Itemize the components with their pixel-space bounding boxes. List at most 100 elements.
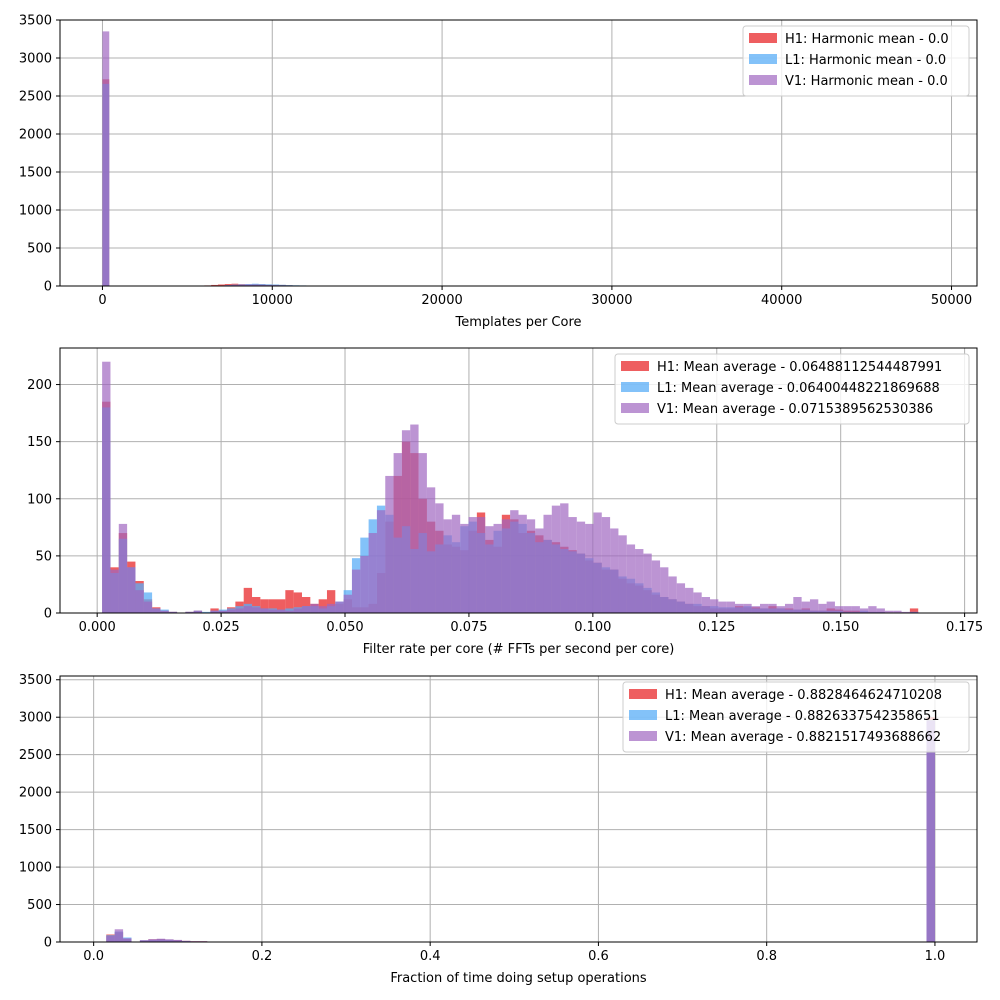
histogram-bar <box>410 424 419 613</box>
histogram-bar <box>643 553 652 613</box>
x-tick-label: 50000 <box>931 293 972 308</box>
legend: H1: Mean average - 0.8828464624710208 L1:… <box>622 681 970 753</box>
histogram-bar <box>135 590 144 613</box>
histogram-bar <box>252 597 261 613</box>
histogram-bar <box>776 606 785 613</box>
legend-box <box>742 25 970 97</box>
legend-swatch <box>621 382 649 392</box>
plot-frame <box>59 347 978 614</box>
series-2 <box>102 83 334 286</box>
histogram-bar <box>217 284 225 286</box>
histogram-bar <box>376 510 386 613</box>
histogram-bar <box>726 601 736 613</box>
histogram-bar <box>277 609 286 613</box>
y-tick-label: 3500 <box>19 14 52 29</box>
histogram-bar <box>476 517 486 613</box>
histogram-bar <box>868 606 877 613</box>
histogram-bar <box>301 597 311 613</box>
y-tick-label: 0 <box>44 936 52 951</box>
histogram-bar <box>293 592 302 613</box>
series-1 <box>102 79 300 286</box>
x-tick-label: 1.0 <box>925 949 946 964</box>
x-tick-label: 0.075 <box>450 620 487 635</box>
histogram-bar <box>526 519 536 613</box>
x-tick-label: 0.6 <box>588 949 609 964</box>
y-tick-label: 1500 <box>19 166 52 181</box>
histogram-bar <box>123 938 132 942</box>
histogram-bar <box>618 535 627 613</box>
histogram-bar <box>210 610 219 613</box>
legend-box <box>614 353 970 425</box>
legend-entry: V1: Harmonic mean - 0.0 <box>785 74 948 89</box>
y-tick-label: 3500 <box>19 673 52 688</box>
histogram-bar <box>485 526 494 613</box>
histogram-bar <box>181 940 191 942</box>
histogram-bar <box>735 603 744 613</box>
plot-frame <box>59 675 978 943</box>
legend-swatch <box>629 731 657 741</box>
histogram-bar <box>510 510 519 613</box>
y-tick-label: 50 <box>35 549 52 564</box>
y-tick-label: 3000 <box>19 711 52 726</box>
x-tick-label: 0.2 <box>252 949 273 964</box>
histogram-bar <box>493 523 502 613</box>
histogram-bar <box>193 610 203 613</box>
histogram-bar <box>451 514 461 613</box>
y-tick-label: 150 <box>27 435 52 450</box>
histogram-bar <box>685 587 694 613</box>
x-tick-label: 0.150 <box>822 620 859 635</box>
histogram-bar <box>784 603 794 613</box>
legend-swatch <box>621 361 649 371</box>
histogram-bar <box>909 611 919 613</box>
histogram-bar <box>301 606 311 613</box>
histogram-bar <box>268 609 278 613</box>
legend-swatch <box>629 689 657 699</box>
histogram-bar <box>901 611 910 613</box>
histogram-bar <box>884 610 894 613</box>
histogram-bar <box>168 611 178 613</box>
histogram-bar <box>468 517 477 613</box>
histogram-bar <box>165 939 174 942</box>
chart-panel-3: 0.0 0.2 0.4 0.6 0.8 1.0 0 500 1000 1500 2000 2500 30… <box>19 673 978 986</box>
histogram-bar <box>759 603 769 613</box>
histogram-bar <box>148 939 157 942</box>
histogram-bar <box>610 528 619 613</box>
chart-panel-1: 0 10000 20000 30000 40000 50000 0 500 1000 1500 20… <box>19 14 978 330</box>
x-tick-label: 40000 <box>761 293 802 308</box>
histogram-bar <box>926 720 935 942</box>
histogram-bar <box>710 599 719 613</box>
histogram-bar <box>593 512 602 613</box>
histogram-bar <box>768 603 777 613</box>
histogram-bar <box>368 533 377 613</box>
histogram-bar <box>460 523 469 613</box>
histogram-bar <box>343 594 352 613</box>
histogram-bar <box>102 361 111 613</box>
legend-entry: L1: Harmonic mean - 0.0 <box>785 53 946 68</box>
legend-swatch <box>629 710 657 720</box>
histogram-bar <box>227 609 236 613</box>
histogram-bar <box>543 514 552 613</box>
series-3 <box>106 720 935 942</box>
x-tick-label: 0.050 <box>326 620 363 635</box>
histogram-bar <box>211 284 218 286</box>
histogram-bar <box>318 606 327 613</box>
y-tick-label: 2000 <box>19 128 52 143</box>
histogram-bar <box>626 544 636 613</box>
histogram-bar <box>751 606 760 613</box>
x-tick-label: 0.4 <box>420 949 441 964</box>
histogram-bar <box>809 599 819 613</box>
series-2 <box>106 720 935 942</box>
histogram-bar <box>426 487 436 613</box>
series-3 <box>102 361 919 613</box>
histogram-bar <box>139 940 149 942</box>
histogram-bar <box>701 597 711 613</box>
histogram-bar <box>718 601 727 613</box>
histogram-bar <box>668 576 677 613</box>
legend-swatch <box>749 33 777 43</box>
legend: H1: Mean average - 0.06488112544487991 L1… <box>614 353 970 425</box>
histogram-bar <box>418 453 427 613</box>
histogram-bar <box>859 608 869 613</box>
histogram-bar <box>518 514 527 613</box>
x-tick-label: 0 <box>98 293 106 308</box>
histogram-bar <box>310 603 319 613</box>
